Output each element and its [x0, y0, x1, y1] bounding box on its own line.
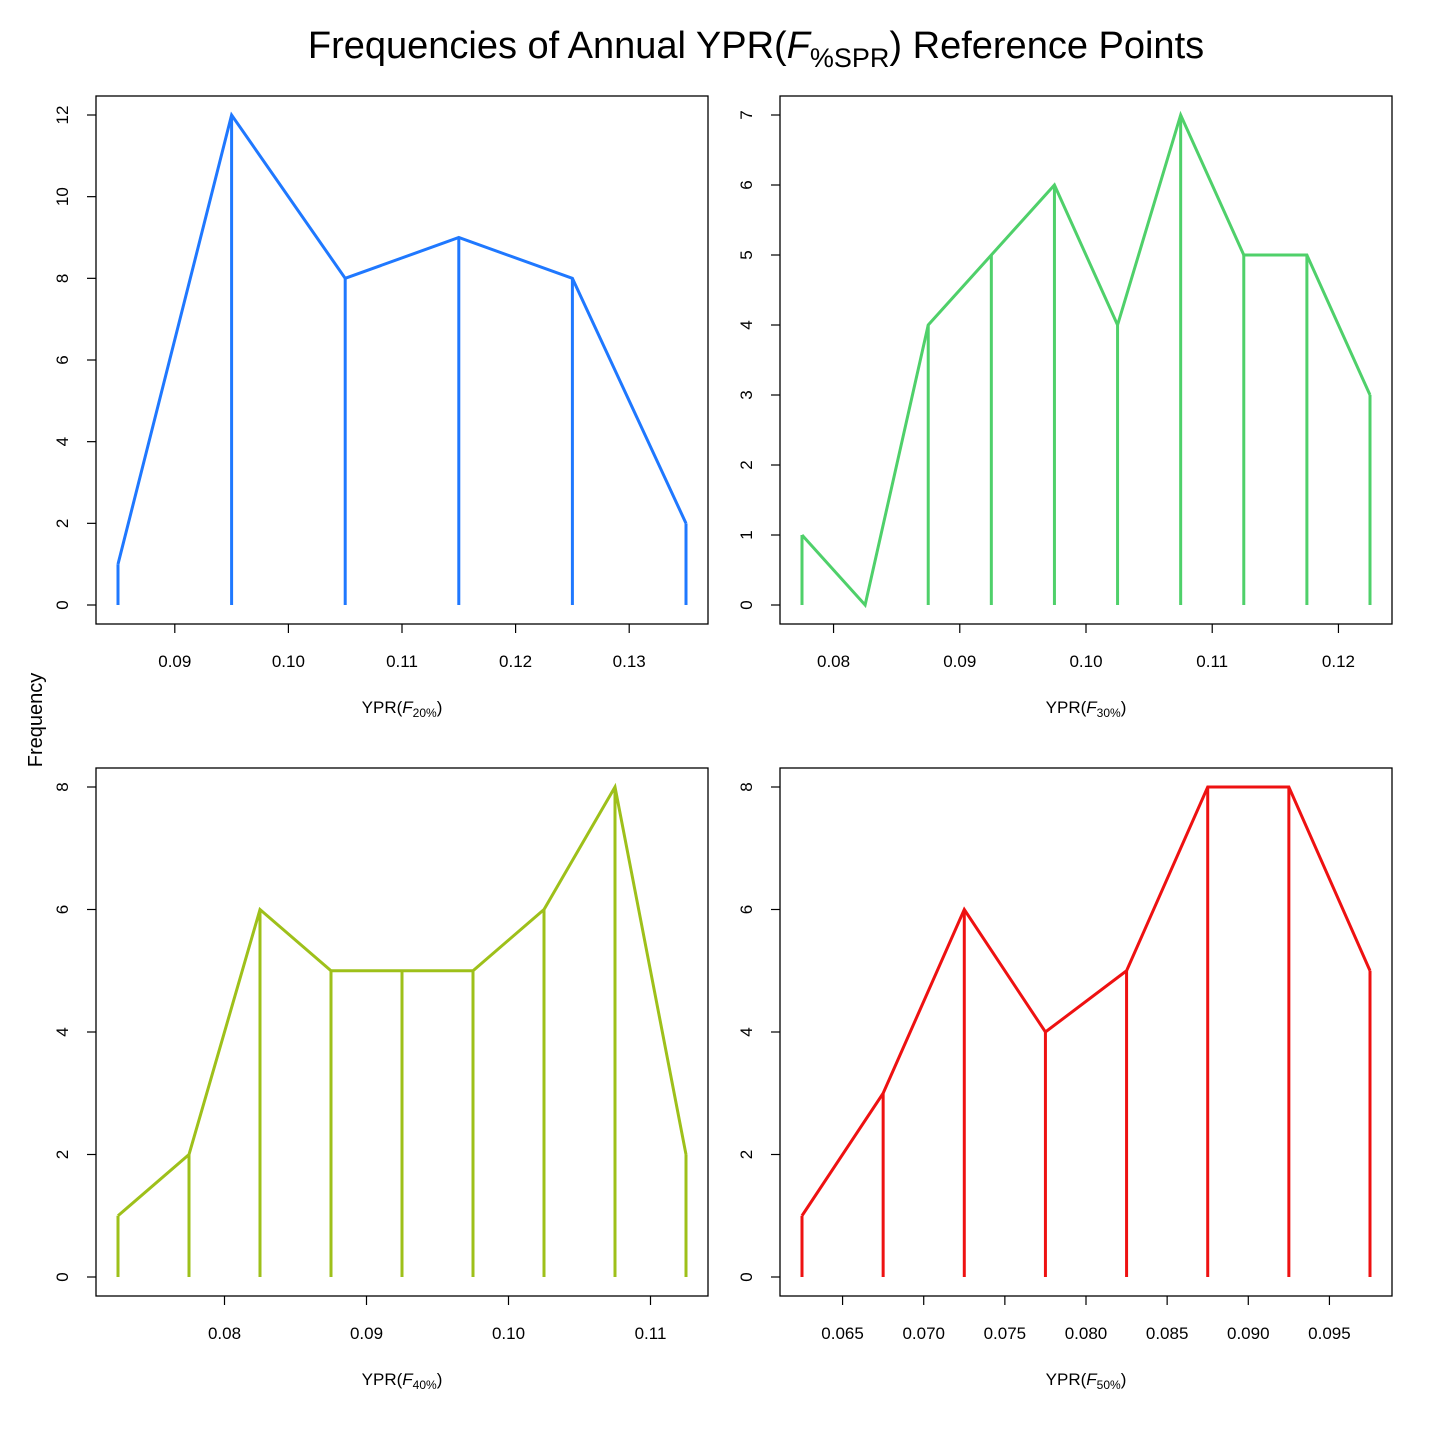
- x-axis-label-f: F: [402, 1370, 414, 1389]
- y-tick-label: 6: [737, 905, 756, 914]
- x-axis-label: YPR(F40%): [362, 1370, 443, 1392]
- x-axis-label-suffix: ): [437, 1370, 443, 1389]
- x-axis-label: YPR(F20%): [362, 698, 443, 720]
- x-axis-label-prefix: YPR(: [362, 698, 403, 717]
- x-axis-label-subscript: 30%: [1097, 706, 1121, 720]
- x-axis: 0.09 0.10 0.11 0.12 0.13: [158, 624, 646, 671]
- x-tick-label: 0.11: [1196, 652, 1228, 671]
- frequency-polygon-line: [800, 110, 1372, 609]
- x-tick-label: 0.10: [1069, 652, 1102, 671]
- panel-ypr-f50: 0.065 0.070 0.075 0.080 0.085 0.090 0.095 0 2 4 6 8…: [737, 767, 1393, 1392]
- x-tick-label: 0.09: [943, 652, 976, 671]
- frequency-polygon-line: [800, 785, 1372, 1217]
- x-axis-label: YPR(F50%): [1046, 1370, 1127, 1392]
- x-tick-label: 0.070: [902, 1324, 945, 1343]
- x-axis-label-prefix: YPR(: [1046, 1370, 1087, 1389]
- title-suffix: ) Reference Points: [889, 25, 1204, 67]
- y-tick-label: 8: [53, 782, 72, 791]
- title-subscript: %SPR: [810, 43, 890, 73]
- x-axis-label-f: F: [402, 698, 414, 717]
- x-tick-label: 0.085: [1146, 1324, 1189, 1343]
- y-tick-label: 0: [53, 1272, 72, 1281]
- x-axis-label-subscript: 20%: [413, 706, 437, 720]
- series-ypr-f40: [116, 782, 688, 1277]
- y-tick-label: 4: [53, 437, 72, 446]
- y-tick-label: 0: [53, 600, 72, 609]
- y-tick-label: 12: [53, 106, 72, 125]
- series-ypr-f30: [800, 110, 1372, 609]
- title-prefix: Frequencies of Annual YPR(: [308, 25, 787, 67]
- x-tick-label: 0.08: [817, 652, 850, 671]
- y-axis: 0 1 2 3 4 5 6 7: [737, 110, 780, 610]
- y-tick-label: 4: [737, 320, 756, 329]
- x-axis-label-suffix: ): [1121, 1370, 1127, 1389]
- x-axis-label-suffix: ): [1121, 698, 1127, 717]
- y-tick-label: 2: [737, 460, 756, 469]
- x-tick-label: 0.11: [635, 1324, 667, 1343]
- x-tick-label: 0.10: [492, 1324, 525, 1343]
- y-tick-label: 7: [737, 110, 756, 119]
- frequency-polygon-line: [116, 111, 688, 565]
- x-tick-label: 0.075: [984, 1324, 1027, 1343]
- y-tick-label: 0: [737, 600, 756, 609]
- x-tick-label: 0.13: [613, 652, 646, 671]
- x-axis: 0.065 0.070 0.075 0.080 0.085 0.090 0.095: [821, 1296, 1351, 1343]
- x-tick-label: 0.10: [272, 652, 305, 671]
- series-ypr-f50: [800, 785, 1372, 1277]
- y-tick-label: 8: [53, 274, 72, 283]
- y-axis: 0 2 4 6 8: [53, 782, 96, 1282]
- x-axis-label-prefix: YPR(: [362, 1370, 403, 1389]
- x-axis-label-subscript: 40%: [413, 1378, 437, 1392]
- x-tick-label: 0.09: [350, 1324, 383, 1343]
- panel-ypr-f30: 0.08 0.09 0.10 0.11 0.12 0 1 2 3 4 5 6 7 YPR(F30%): [737, 95, 1393, 720]
- x-tick-label: 0.095: [1308, 1324, 1351, 1343]
- y-axis-label: Frequency: [25, 673, 47, 768]
- panel-ypr-f20: 0.09 0.10 0.11 0.12 0.13 0 2 4 6 8 10 12 YPR(F20%): [53, 95, 709, 720]
- y-tick-label: 8: [737, 782, 756, 791]
- y-tick-label: 6: [737, 180, 756, 189]
- x-tick-label: 0.080: [1065, 1324, 1108, 1343]
- x-tick-label: 0.11: [386, 652, 418, 671]
- y-tick-label: 6: [53, 905, 72, 914]
- y-tick-label: 10: [53, 187, 72, 206]
- x-tick-label: 0.12: [499, 652, 532, 671]
- plot-frame: [779, 767, 1393, 1297]
- panels: 0.09 0.10 0.11 0.12 0.13024681012YPR(F20%)0.…: [53, 95, 1393, 1392]
- y-axis: 0 2 4 6 8 10 12: [53, 106, 96, 610]
- plot-frame: [779, 95, 1393, 625]
- x-tick-label: 0.12: [1322, 652, 1355, 671]
- y-tick-label: 0: [737, 1272, 756, 1281]
- x-axis-label-f: F: [1086, 698, 1098, 717]
- y-tick-label: 3: [737, 390, 756, 399]
- y-tick-label: 2: [53, 519, 72, 528]
- y-tick-label: 4: [737, 1027, 756, 1036]
- x-tick-label: 0.065: [821, 1324, 864, 1343]
- series-ypr-f20: [116, 111, 688, 605]
- y-tick-label: 6: [53, 355, 72, 364]
- y-tick-label: 1: [737, 530, 756, 539]
- y-tick-label: 2: [53, 1150, 72, 1159]
- plot-frame: [95, 95, 709, 625]
- main-title: Frequencies of Annual YPR(F%SPR) Referen…: [308, 25, 1204, 73]
- frequency-polygon-line: [117, 782, 688, 1217]
- panel-ypr-f40: 0.08 0.09 0.10 0.11 0 2 4 6 8 YPR(F40%): [53, 767, 709, 1392]
- x-tick-label: 0.090: [1227, 1324, 1270, 1343]
- x-axis: 0.08 0.09 0.10 0.11: [208, 1296, 666, 1343]
- y-tick-label: 2: [737, 1150, 756, 1159]
- y-axis: 0 2 4 6 8: [737, 782, 780, 1282]
- x-axis-label: YPR(F30%): [1046, 698, 1127, 720]
- x-axis: 0.08 0.09 0.10 0.11 0.12: [817, 624, 1355, 671]
- x-tick-label: 0.08: [208, 1324, 241, 1343]
- y-tick-label: 5: [737, 250, 756, 259]
- x-axis-label-f: F: [1086, 1370, 1098, 1389]
- x-axis-label-prefix: YPR(: [1046, 698, 1087, 717]
- x-tick-label: 0.09: [158, 652, 191, 671]
- x-axis-label-subscript: 50%: [1097, 1378, 1121, 1392]
- title-f: F: [787, 25, 812, 67]
- x-axis-label-suffix: ): [437, 698, 443, 717]
- y-tick-label: 4: [53, 1027, 72, 1036]
